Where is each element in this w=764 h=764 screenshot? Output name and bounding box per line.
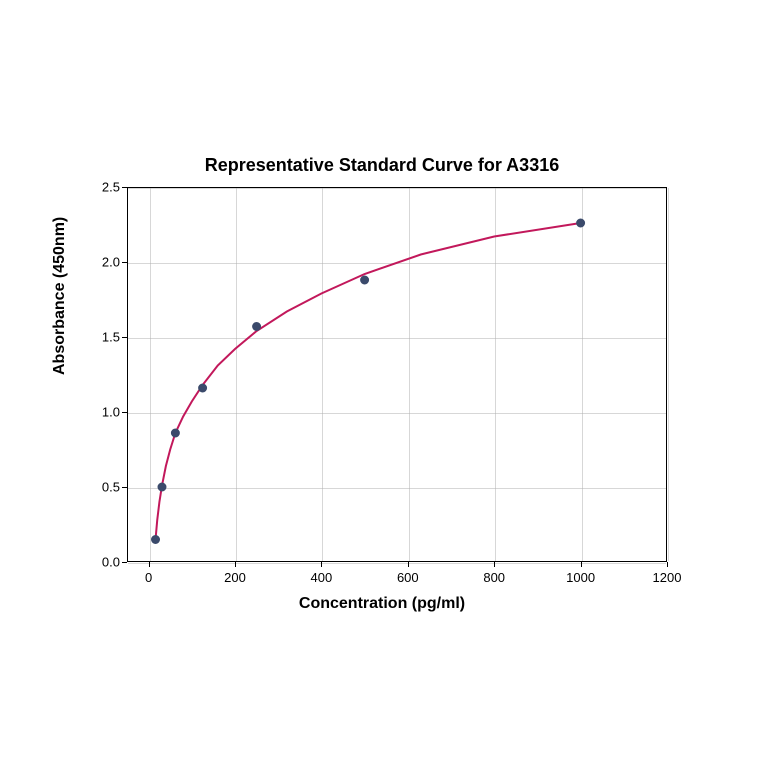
grid-line-vertical — [668, 188, 669, 561]
y-tick-mark — [122, 187, 127, 188]
y-tick-label: 2.0 — [85, 255, 120, 270]
grid-line-vertical — [495, 188, 496, 561]
x-tick-mark — [321, 562, 322, 567]
y-tick-mark — [122, 487, 127, 488]
grid-line-vertical — [409, 188, 410, 561]
grid-line-horizontal — [128, 188, 666, 189]
chart-container: Representative Standard Curve for A3316 … — [0, 0, 764, 764]
grid-line-vertical — [322, 188, 323, 561]
x-tick-label: 1000 — [566, 570, 595, 585]
grid-line-vertical — [236, 188, 237, 561]
x-tick-mark — [667, 562, 668, 567]
y-tick-mark — [122, 562, 127, 563]
x-tick-label: 800 — [483, 570, 505, 585]
x-tick-label: 200 — [224, 570, 246, 585]
x-tick-mark — [149, 562, 150, 567]
x-tick-label: 0 — [145, 570, 152, 585]
x-tick-label: 1200 — [653, 570, 682, 585]
y-tick-label: 1.5 — [85, 330, 120, 345]
grid-line-horizontal — [128, 563, 666, 564]
x-tick-mark — [581, 562, 582, 567]
y-tick-mark — [122, 412, 127, 413]
x-tick-mark — [494, 562, 495, 567]
x-axis-label: Concentration (pg/ml) — [0, 595, 764, 613]
x-tick-label: 400 — [311, 570, 333, 585]
y-tick-label: 0.5 — [85, 480, 120, 495]
x-tick-mark — [408, 562, 409, 567]
plot-area — [127, 187, 667, 562]
chart-title: Representative Standard Curve for A3316 — [0, 155, 764, 176]
y-tick-mark — [122, 262, 127, 263]
grid-line-horizontal — [128, 413, 666, 414]
y-axis-label: Absorbance (450nm) — [51, 217, 69, 375]
y-tick-label: 0.0 — [85, 555, 120, 570]
grid-line-horizontal — [128, 263, 666, 264]
y-tick-label: 2.5 — [85, 180, 120, 195]
x-tick-mark — [235, 562, 236, 567]
grid-line-horizontal — [128, 488, 666, 489]
grid-line-vertical — [150, 188, 151, 561]
y-tick-label: 1.0 — [85, 405, 120, 420]
grid-line-horizontal — [128, 338, 666, 339]
x-tick-label: 600 — [397, 570, 419, 585]
y-tick-mark — [122, 337, 127, 338]
grid-line-vertical — [582, 188, 583, 561]
